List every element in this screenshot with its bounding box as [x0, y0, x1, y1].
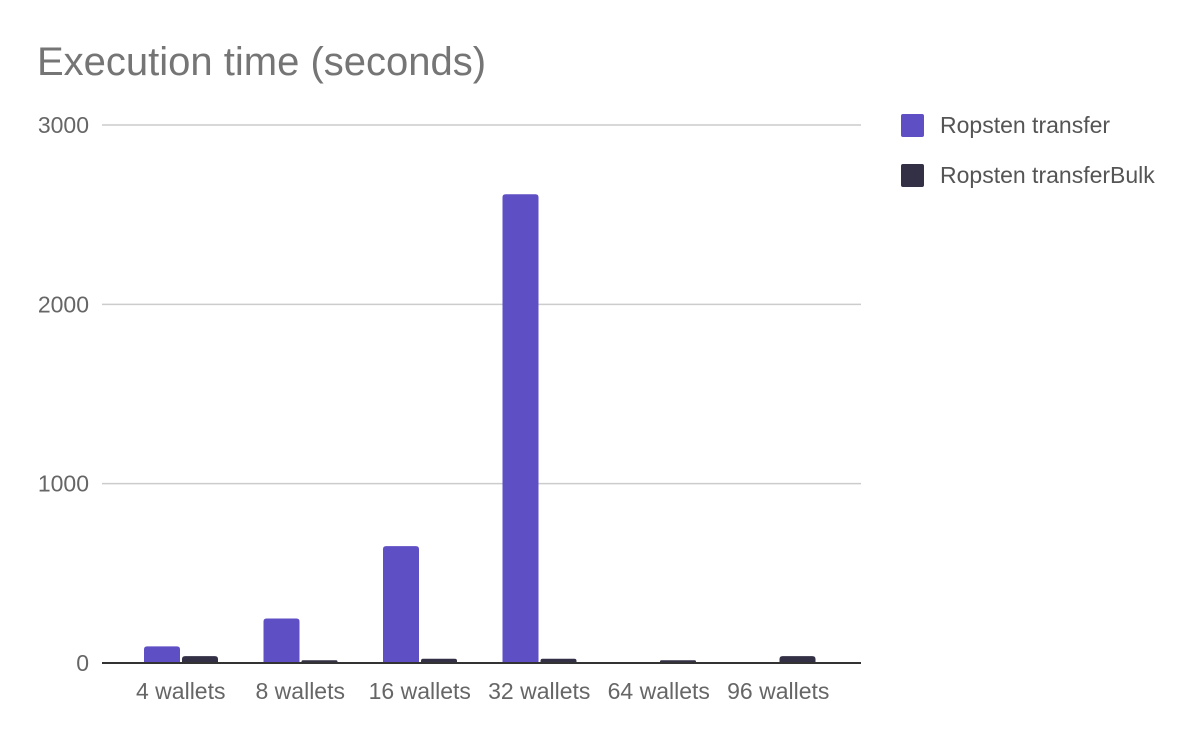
legend-swatch	[901, 114, 924, 137]
x-tick-label: 4 wallets	[136, 678, 225, 704]
x-tick-label: 96 wallets	[727, 678, 829, 704]
bar-transfer-3	[502, 194, 539, 664]
chart-title: Execution time (seconds)	[37, 40, 486, 84]
y-tick-label: 2000	[38, 291, 89, 317]
y-tick-label: 3000	[38, 112, 89, 138]
legend-label: Ropsten transferBulk	[940, 162, 1155, 188]
legend: Ropsten transfer Ropsten transferBulk	[901, 112, 1155, 188]
grid-layer	[102, 124, 861, 485]
x-tick-label: 16 wallets	[369, 678, 471, 704]
bar-transferbulk-5	[779, 656, 816, 663]
x-tick-label: 64 wallets	[608, 678, 710, 704]
x-tick-label: 8 wallets	[256, 678, 345, 704]
x-axis: 4 wallets 8 wallets 16 wallets 32 wallets 64…	[136, 678, 829, 704]
bar-transfer-1	[263, 618, 300, 663]
bars-layer	[144, 194, 816, 664]
legend-label: Ropsten transfer	[940, 112, 1110, 138]
y-tick-label: 0	[76, 650, 89, 676]
bar-transferbulk-3	[540, 658, 577, 663]
y-tick-label: 1000	[38, 471, 89, 497]
bar-transfer-2	[383, 546, 419, 663]
bar-transfer-0	[144, 646, 180, 663]
x-tick-label: 32 wallets	[488, 678, 590, 704]
bar-transferbulk-2	[421, 658, 457, 663]
legend-swatch	[901, 164, 924, 187]
y-axis: 0 1000 2000 3000	[38, 112, 89, 676]
bar-transferbulk-0	[182, 656, 218, 663]
